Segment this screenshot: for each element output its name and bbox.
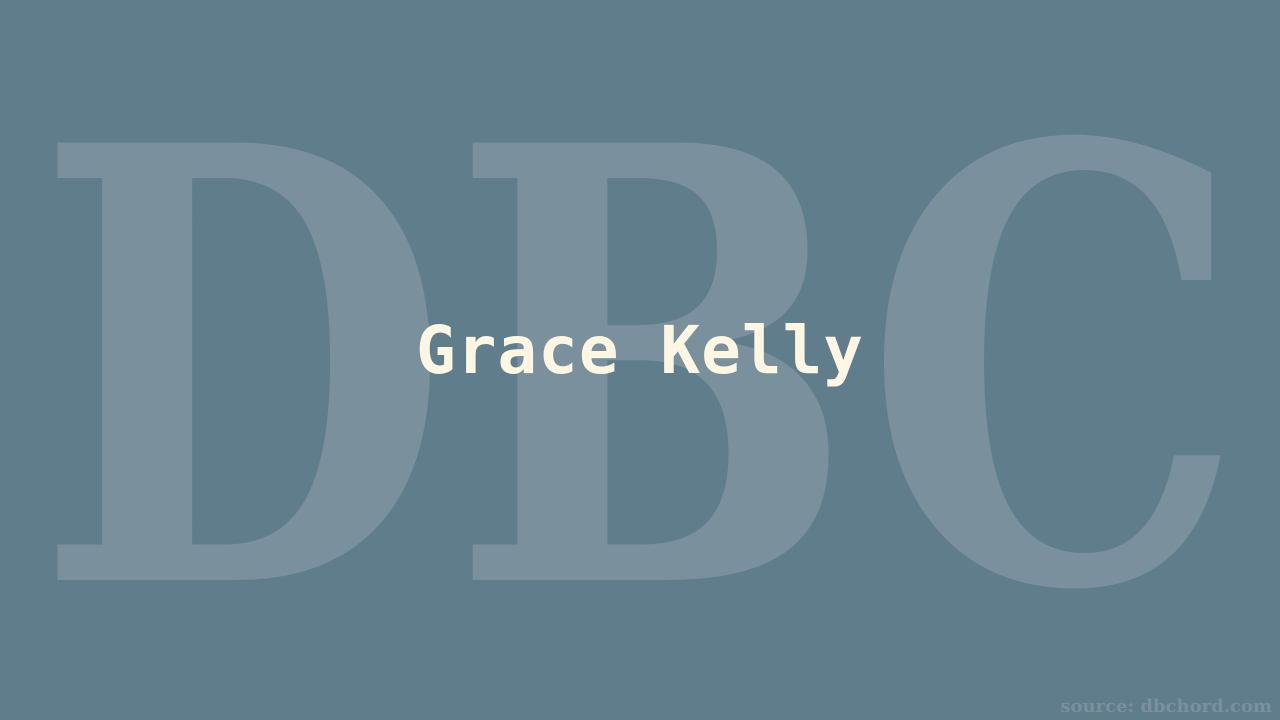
source-credit: source: dbchord.com	[1060, 696, 1272, 717]
song-title: Grace Kelly	[415, 312, 865, 389]
